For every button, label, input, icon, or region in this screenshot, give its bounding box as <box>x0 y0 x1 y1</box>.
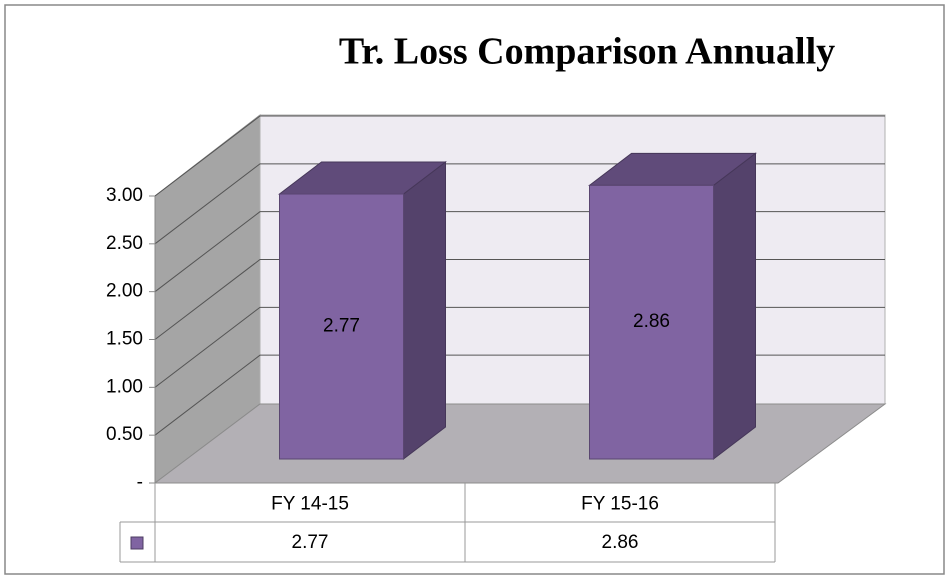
bar <box>279 193 404 460</box>
bar-side <box>713 152 756 461</box>
y-tick-label: 0.50 <box>106 424 143 445</box>
y-tick-label: 3.00 <box>106 185 143 206</box>
bar-side <box>403 160 446 461</box>
legend-key <box>130 536 144 550</box>
y-tick-label: 1.50 <box>106 329 143 350</box>
data-label: 2.77 <box>323 316 360 337</box>
chart-title: Tr. Loss Comparison Annually <box>339 31 835 73</box>
table-value: 2.86 <box>602 532 639 553</box>
walls <box>153 113 887 485</box>
y-tick-label: - <box>137 472 143 493</box>
table-value: 2.77 <box>292 532 329 553</box>
y-tick-label: 2.00 <box>106 281 143 302</box>
x-tick-label: FY 15-16 <box>581 494 659 515</box>
y-tick-label: 2.50 <box>106 233 143 254</box>
data-label: 2.86 <box>633 311 670 332</box>
bar <box>589 184 714 460</box>
x-tick-label: FY 14-15 <box>271 494 349 515</box>
y-tick-label: 1.00 <box>106 376 143 397</box>
grid-line <box>154 115 885 197</box>
floor <box>153 403 887 484</box>
